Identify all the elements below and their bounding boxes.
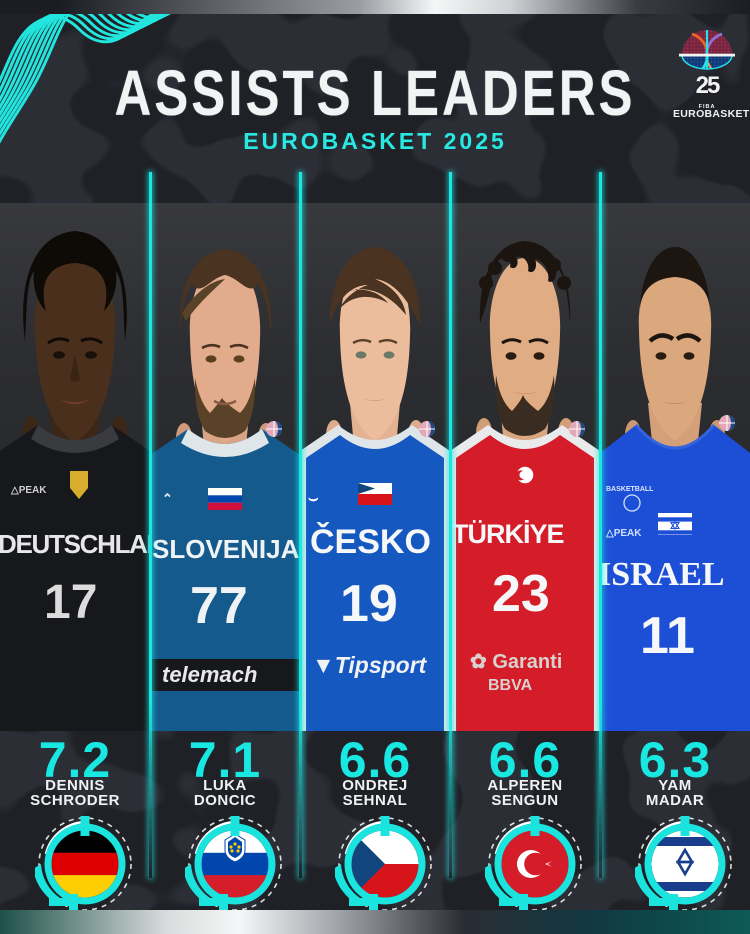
svg-text:77: 77 [190,577,248,635]
svg-text:△PEAK: △PEAK [10,485,47,496]
svg-text:19: 19 [340,575,398,633]
svg-text:▼Tipsport: ▼Tipsport [312,652,428,678]
svg-text:11: 11 [640,607,695,665]
svg-text:DEUTSCHLAND: DEUTSCHLAND [0,529,150,559]
svg-text:ČESKO: ČESKO [310,522,431,561]
svg-text:25: 25 [696,72,720,99]
svg-text:ISRAEL: ISRAEL [600,556,725,593]
svg-text:⌣: ⌣ [308,490,319,507]
svg-text:BASKETBALL: BASKETBALL [606,486,654,493]
svg-text:SLOVENIJA: SLOVENIJA [152,534,300,564]
svg-text:TÜRKİYE: TÜRKİYE [452,519,564,549]
svg-text:△PEAK: △PEAK [605,528,642,539]
svg-text:BBVA: BBVA [488,677,533,694]
svg-text:⌃: ⌃ [162,491,173,506]
svg-text:telemach: telemach [162,662,257,687]
svg-text:23: 23 [492,565,550,623]
svg-text:17: 17 [44,576,97,629]
svg-text:✿ Garanti: ✿ Garanti [470,651,562,673]
